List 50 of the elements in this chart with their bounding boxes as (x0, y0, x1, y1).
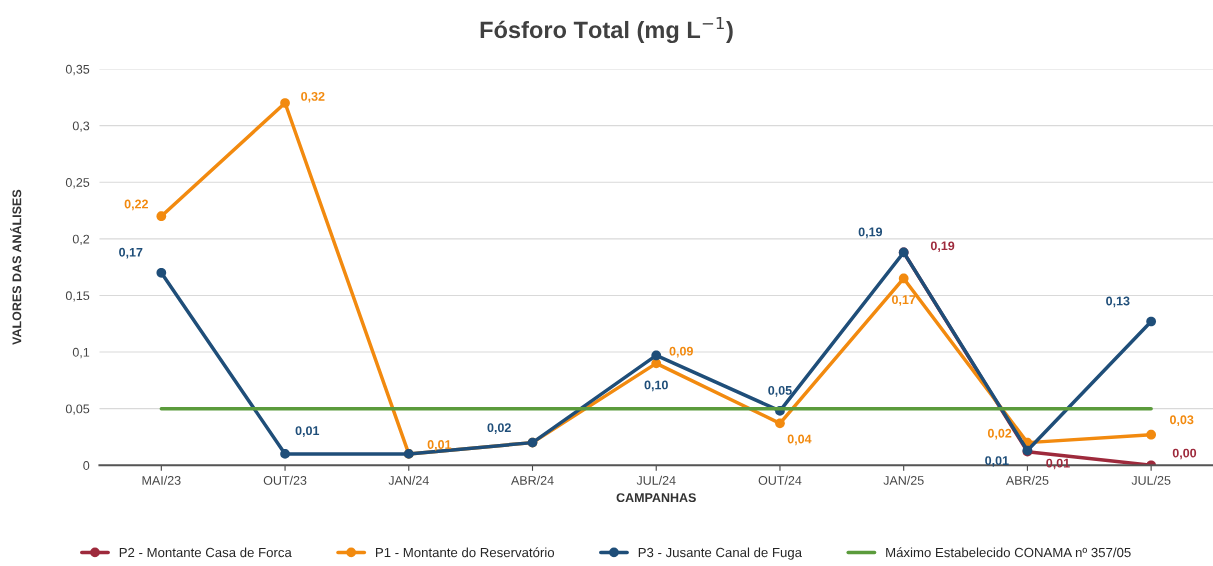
data-label: 0,32 (301, 91, 325, 103)
point (156, 267, 167, 278)
x-tick-label: ABR/25 (1005, 475, 1049, 485)
data-label: 0,00 (1172, 448, 1197, 460)
x-tick-label: JUL/24 (636, 475, 676, 485)
x-tick-label: JAN/24 (388, 475, 429, 485)
legend-label: P3 - Jusante Canal de Fuga (638, 547, 803, 560)
y-tick-label: 0,3 (72, 121, 90, 132)
data-label: 0,03 (1170, 415, 1194, 426)
x-tick-label: OUT/24 (758, 475, 802, 485)
point (156, 211, 167, 222)
data-label: 0,17 (892, 295, 916, 306)
legend-label: Máximo Estabelecido CONAMA nº 357/05 (886, 547, 1131, 558)
data-label: 0,05 (768, 385, 792, 397)
point (280, 98, 290, 108)
data-label: 0,10 (644, 380, 668, 392)
x-tick-label: JAN/25 (883, 475, 924, 485)
y-axis-title: VALORES DAS ANÁLISES (10, 189, 22, 345)
point (775, 418, 785, 429)
x-tick-label: ABR/24 (510, 475, 554, 485)
point (898, 273, 909, 284)
x-tick-label: OUT/23 (263, 475, 307, 485)
x-axis-title: CAMPANHAS (616, 493, 696, 503)
y-tick-label: 0 (83, 461, 90, 470)
y-tick-label: 0,35 (65, 64, 90, 76)
point (280, 449, 290, 459)
chart-title: Fósforo Total (mg L$^{−1}$) (480, 16, 733, 44)
y-tick-label: 0,25 (65, 178, 90, 189)
data-label: 0,22 (124, 199, 148, 211)
data-label: 0,19 (858, 227, 883, 239)
point (651, 350, 662, 361)
legend-label: P1 - Montante do Reservatório (376, 547, 555, 558)
point (1146, 316, 1156, 327)
data-label: 0,04 (787, 434, 812, 446)
point (1146, 429, 1156, 440)
y-tick-label: 0,15 (65, 291, 90, 302)
y-tick-label: 0,2 (72, 234, 90, 245)
data-label: 0,09 (669, 346, 693, 358)
y-tick-label: 0,1 (72, 347, 90, 359)
data-label: 0,02 (487, 423, 511, 434)
x-tick-label: JUL/25 (1131, 475, 1171, 485)
data-label: 0,01 (427, 440, 452, 451)
legend-label: P2 - Montante Casa de Forca (119, 547, 292, 558)
data-label: 0,19 (930, 241, 955, 253)
y-tick-label: 0,05 (65, 404, 90, 415)
data-label: 0,02 (987, 428, 1012, 440)
data-label: 0,17 (119, 247, 143, 259)
data-label: 0,13 (1106, 296, 1130, 308)
x-tick-label: MAI/23 (142, 475, 181, 485)
data-label: 0,01 (295, 426, 320, 437)
